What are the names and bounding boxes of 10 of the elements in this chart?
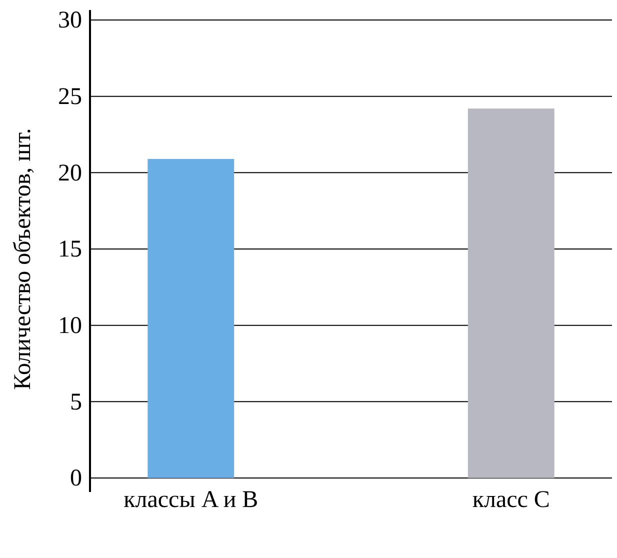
y-tick-label: 15 [58, 236, 82, 263]
y-tick-label: 5 [70, 389, 82, 416]
y-tick-label: 30 [58, 8, 82, 34]
y-tick-label: 10 [58, 313, 82, 340]
y-axis-title: Количество объектов, шт. [10, 128, 36, 390]
x-tick-label: класс C [472, 487, 550, 514]
y-tick-label: 20 [58, 160, 82, 186]
y-tick-label: 0 [70, 466, 82, 492]
y-tick-label: 25 [58, 84, 82, 110]
x-tick-label: классы A и B [124, 487, 258, 514]
